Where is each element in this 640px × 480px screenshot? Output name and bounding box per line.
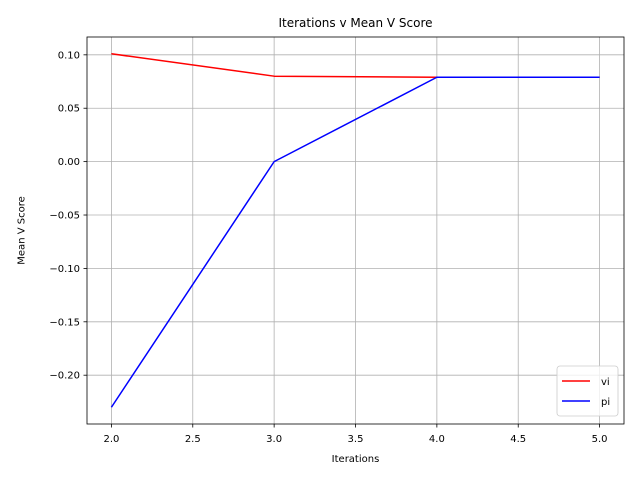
legend-label-pi: pi (601, 397, 610, 408)
y-tick-label: −0.10 (49, 264, 80, 275)
y-tick-label: 0.10 (58, 50, 80, 61)
chart-title: Iterations v Mean V Score (278, 16, 432, 30)
legend-box (556, 365, 619, 417)
legend: vi pi (556, 365, 619, 417)
y-tick-label: 0.00 (58, 157, 80, 168)
x-tick-label: 3.5 (348, 434, 364, 445)
y-tick-label: 0.05 (58, 104, 80, 115)
x-tick-label: 2.0 (103, 434, 119, 445)
y-tick-label: −0.20 (49, 371, 80, 382)
x-tick-label: 2.5 (185, 434, 201, 445)
x-tick-label: 3.0 (266, 434, 282, 445)
x-tick-label: 4.0 (429, 434, 445, 445)
series-lines (110, 53, 600, 408)
y-tick-label: −0.05 (49, 211, 80, 222)
y-tick-label: −0.15 (49, 317, 80, 328)
y-axis-title: Mean V Score (17, 196, 28, 264)
x-tick-label: 5.0 (592, 434, 608, 445)
x-axis-title: Iterations (332, 454, 380, 465)
legend-label-vi: vi (601, 377, 610, 388)
axis-ticks: 2.0 2.5 3.0 3.5 4.0 4.5 5.0 0.10 0.05 0.00 −0.05 −0… (49, 50, 607, 445)
grid (87, 37, 624, 424)
x-tick-label: 4.5 (510, 434, 526, 445)
series-line-pi (110, 76, 600, 408)
